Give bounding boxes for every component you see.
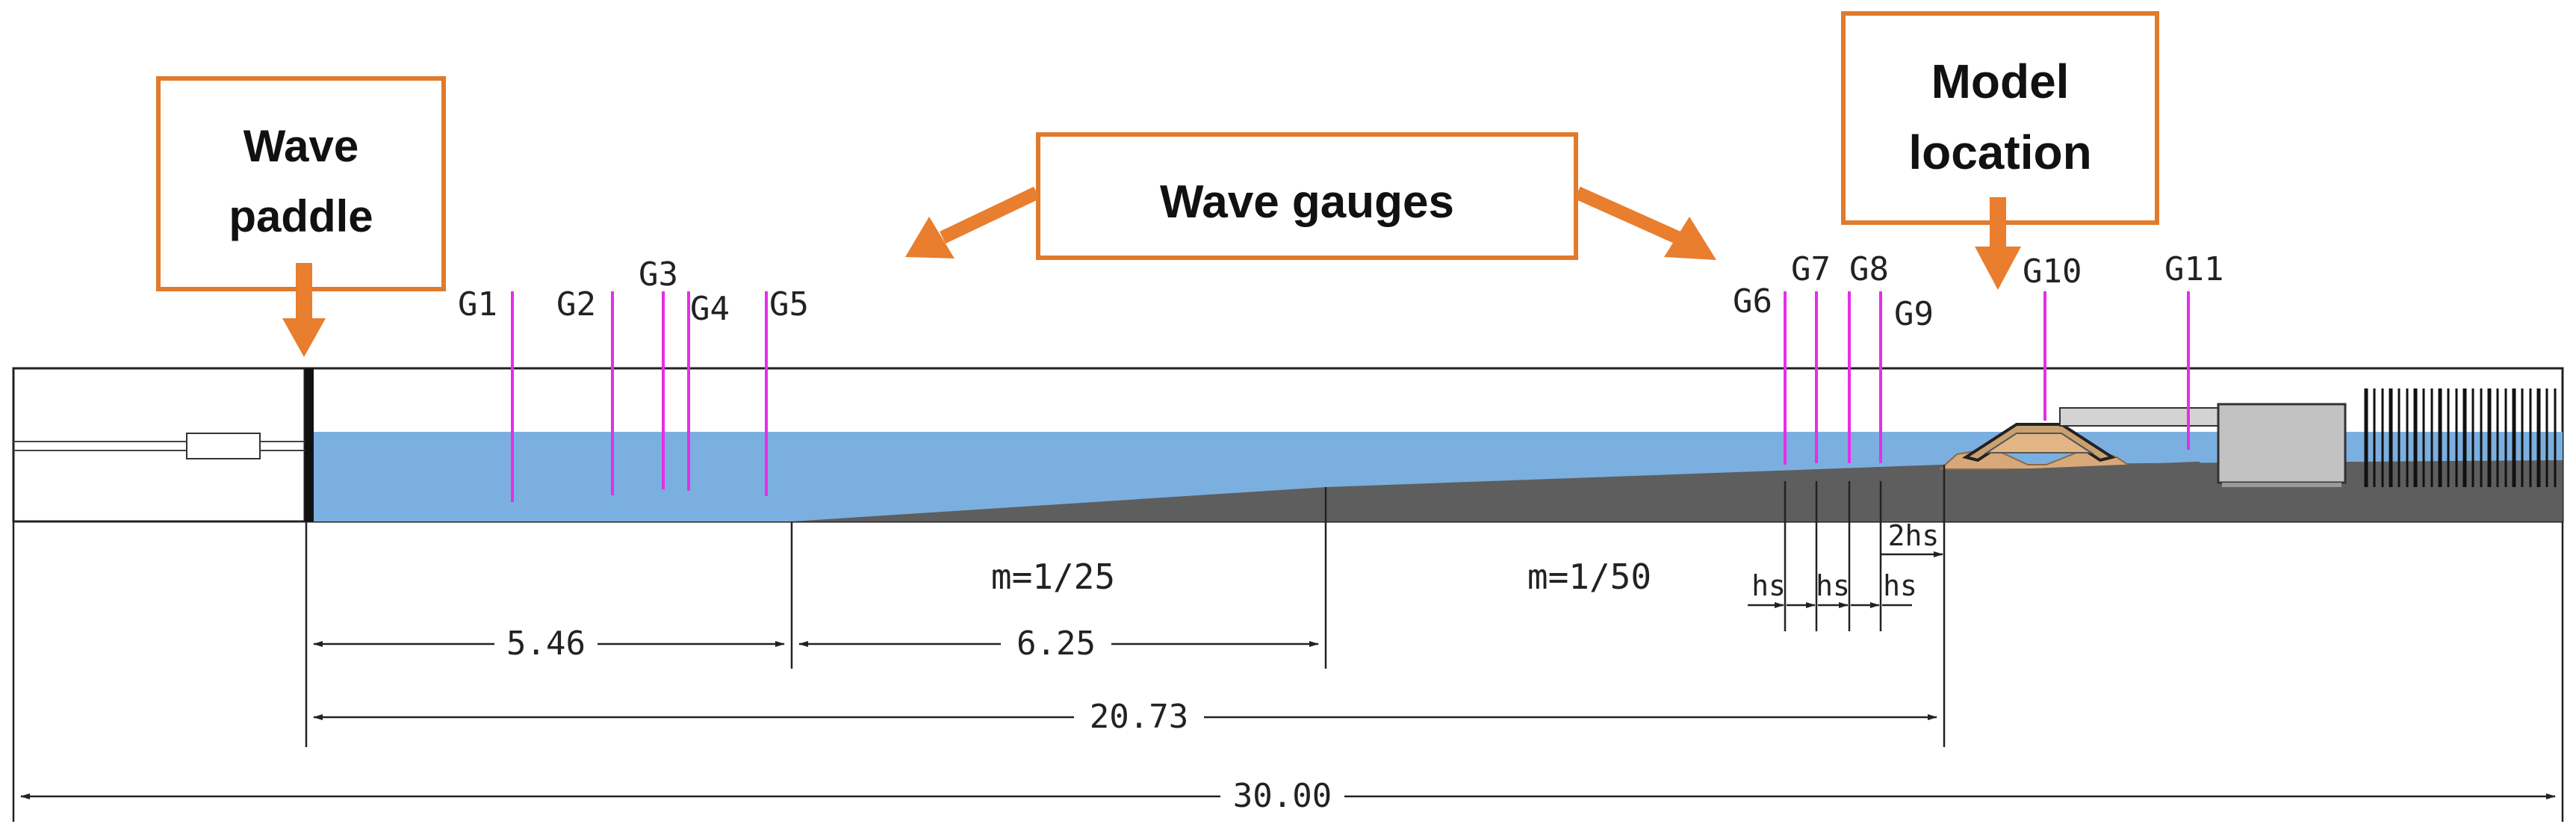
gauge-label-g5: G5 (769, 285, 809, 323)
slope-label-1-25: m=1/25 (991, 557, 1115, 597)
dimension-label-20-73: 20.73 (1090, 698, 1188, 736)
paddle-housing (12, 367, 306, 523)
gauge-label-g9: G9 (1894, 295, 1934, 333)
dimension-30-00: 30.00 (20, 777, 2556, 815)
model-location-arrow (1975, 197, 2021, 290)
gauge-label-g1: G1 (458, 285, 497, 323)
wave-paddle-callout-line-2: paddle (229, 191, 373, 241)
wave-gauges-callout: Wave gauges (1036, 132, 1578, 260)
flume (12, 367, 2564, 523)
breakwater-model (1938, 423, 2138, 470)
wave-paddle-plate (305, 368, 314, 521)
dimension-6-25: 6.25 (798, 625, 1319, 663)
hs-label-3: hs (1883, 569, 1917, 602)
wave-gauges-arrow-left (905, 186, 1040, 258)
dimension-20-73: 20.73 (313, 698, 1937, 736)
dimension-label-5-46: 5.46 (506, 625, 586, 663)
gauge-label-g6: G6 (1733, 282, 1772, 320)
model-location-callout-line-1: Model (1931, 55, 2070, 108)
dimension-5-46: 5.46 (313, 625, 785, 663)
gauge-label-g3: G3 (639, 256, 678, 294)
gauge-label-g4: G4 (690, 290, 730, 328)
dimension-label-6-25: 6.25 (1017, 625, 1096, 663)
model-gap-label: 2hs (1888, 519, 1940, 552)
gauge-label-g7: G7 (1791, 250, 1831, 288)
gauge-label-g8: G8 (1849, 250, 1889, 288)
gauge-probes (511, 291, 2190, 502)
model-location-callout: Model location (1841, 11, 2159, 225)
dimension-lines (12, 465, 2564, 822)
gauge-spacing-dimensions: hs hs hs (1748, 569, 1917, 608)
hs-label-1: hs (1751, 569, 1786, 602)
gauge-label-g10: G10 (2023, 253, 2082, 291)
wave-paddle-callout-line-1: Wave (243, 121, 359, 171)
model-gap-dimension: 2hs (1881, 519, 1943, 557)
gauge-label-g11: G11 (2164, 250, 2223, 288)
wave-paddle-arrow (282, 263, 326, 357)
wave-paddle-callout: Wave paddle (156, 76, 446, 291)
gauge-label-g2: G2 (556, 285, 596, 323)
absorber-structure (1942, 403, 2563, 521)
wave-gauges-arrow-right (1574, 186, 1716, 260)
slope-label-1-50: m=1/50 (1527, 557, 1651, 597)
wave-gauges-callout-label: Wave gauges (1160, 176, 1454, 228)
wave-absorber-grid (2364, 388, 2557, 487)
hs-label-2: hs (1816, 569, 1850, 602)
dimension-label-30-00: 30.00 (1233, 777, 1332, 815)
model-location-callout-line-2: location (1908, 126, 2091, 179)
